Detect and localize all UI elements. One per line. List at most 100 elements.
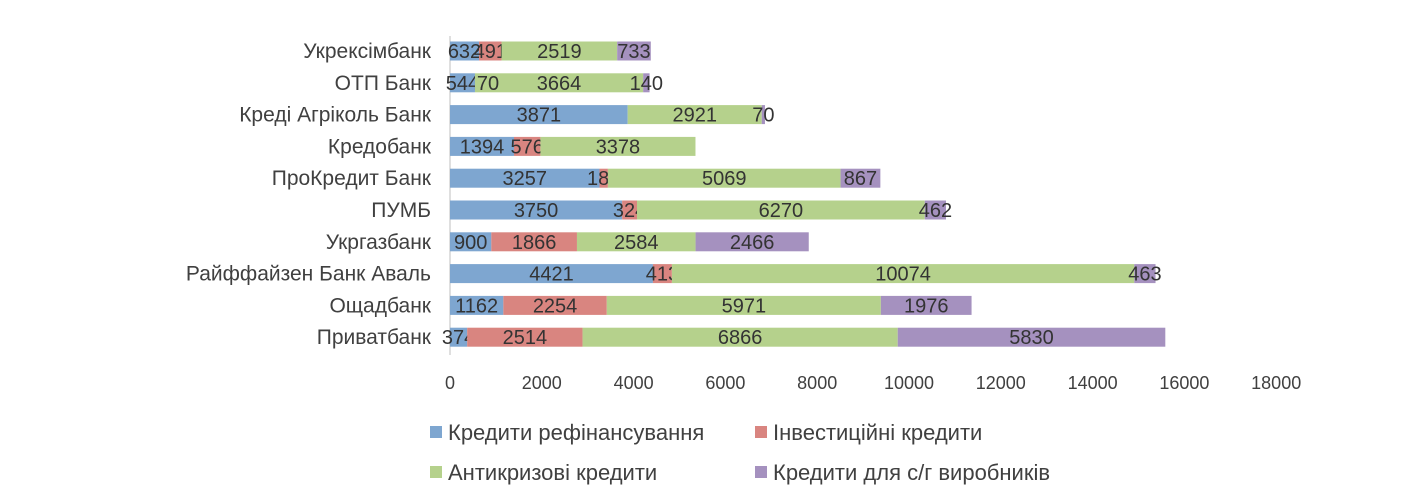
- bar-segment: [540, 136, 696, 156]
- category-label: Креді Агріколь Банк: [239, 104, 432, 127]
- data-label: 2584: [614, 232, 659, 254]
- category-label: ПУМБ: [371, 199, 431, 222]
- data-label: 10074: [875, 264, 931, 286]
- bar-segment: [1134, 264, 1156, 284]
- bar-segment: [450, 295, 504, 315]
- bar-segment: [671, 264, 1135, 284]
- legend-label: Кредити рефінансування: [448, 420, 704, 445]
- x-tick-label: 18000: [1251, 373, 1301, 393]
- data-label: 1976: [904, 295, 949, 317]
- data-label: 70: [752, 105, 774, 127]
- x-tick-label: 14000: [1068, 373, 1118, 393]
- bar-segment: [450, 168, 600, 188]
- bar-segment: [840, 168, 881, 188]
- legend-swatch: [755, 426, 767, 438]
- bar-segment: [627, 105, 762, 125]
- data-label: 544: [446, 73, 479, 95]
- bar-segment: [622, 200, 637, 220]
- data-label: 1394: [460, 136, 505, 158]
- data-label: 2466: [730, 232, 775, 254]
- bar-segment: [503, 295, 607, 315]
- x-tick-label: 2000: [522, 373, 562, 393]
- data-label: 2921: [672, 105, 717, 127]
- data-label: 3871: [517, 105, 562, 127]
- category-label: Кредобанк: [328, 135, 432, 158]
- bar-segment: [501, 41, 618, 61]
- bar-segment: [924, 200, 946, 220]
- legend-swatch: [430, 466, 442, 478]
- data-label: 140: [630, 73, 663, 95]
- legend-swatch: [430, 426, 442, 438]
- data-label: 2514: [503, 327, 548, 349]
- bar-segment: [513, 136, 541, 156]
- data-label: 413: [646, 264, 679, 286]
- x-tick-label: 12000: [976, 373, 1026, 393]
- bar-segment: [491, 232, 577, 252]
- bar-segment: [450, 327, 468, 347]
- x-tick-label: 4000: [614, 373, 654, 393]
- data-label: 2519: [537, 41, 582, 63]
- bar-segment: [576, 232, 696, 252]
- category-label: Райффайзен Банк Аваль: [186, 263, 431, 286]
- x-tick-label: 16000: [1159, 373, 1209, 393]
- category-label: Ощадбанк: [329, 294, 431, 317]
- data-label: 1162: [455, 295, 498, 317]
- data-label: 5069: [702, 168, 747, 190]
- data-label: 6866: [718, 327, 763, 349]
- legend-label: Кредити для с/г виробників: [773, 460, 1050, 485]
- data-label: 5971: [722, 295, 767, 317]
- data-label: 6270: [759, 200, 804, 222]
- bar-segment: [450, 264, 653, 284]
- data-label: 3257: [502, 168, 547, 190]
- bar-segment: [636, 200, 925, 220]
- bar-segment: [467, 327, 583, 347]
- bar-segment: [652, 264, 672, 284]
- category-label: Приватбанк: [317, 326, 432, 349]
- data-label: 491: [474, 41, 507, 63]
- data-label: 462: [919, 200, 952, 222]
- data-label: 70: [477, 73, 499, 95]
- legend-swatch: [755, 466, 767, 478]
- bar-segment: [582, 327, 898, 347]
- x-tick-label: 0: [445, 373, 455, 393]
- bar-segment: [617, 41, 651, 61]
- bar-segment: [479, 41, 502, 61]
- bar-segment: [450, 41, 480, 61]
- bar-segment: [695, 232, 809, 252]
- category-label: ПроКредит Банк: [272, 167, 432, 190]
- data-label: 2254: [533, 295, 578, 317]
- data-label: 374: [442, 327, 475, 349]
- data-label: 5830: [1009, 327, 1054, 349]
- bar-segment: [897, 327, 1166, 347]
- category-label: ОТП Банк: [335, 72, 432, 95]
- data-label: 3378: [596, 136, 641, 158]
- bar-segment: [450, 232, 492, 252]
- legend-label: Антикризові кредити: [448, 460, 657, 485]
- bar-segment: [761, 105, 765, 125]
- bar-segment: [450, 73, 475, 93]
- bar-segment: [474, 73, 644, 93]
- x-tick-label: 6000: [705, 373, 745, 393]
- legend-label: Інвестиційні кредити: [773, 420, 982, 445]
- bar-segment: [450, 200, 623, 220]
- bar-segment: [607, 168, 841, 188]
- bar-segment: [643, 73, 650, 93]
- bar-segment: [880, 295, 972, 315]
- bar-segment: [606, 295, 881, 315]
- data-label: 463: [1128, 264, 1161, 286]
- category-label: Укргазбанк: [326, 231, 432, 254]
- data-label: 867: [844, 168, 877, 190]
- data-label: 900: [454, 232, 487, 254]
- category-label: Укрексімбанк: [303, 40, 432, 63]
- x-tick-label: 10000: [884, 373, 934, 393]
- x-tick-label: 8000: [797, 373, 837, 393]
- data-label: 3750: [514, 200, 559, 222]
- data-label: 4421: [529, 264, 574, 286]
- bar-segment: [450, 136, 514, 156]
- data-label: 3664: [537, 73, 582, 95]
- data-label: 576: [511, 136, 544, 158]
- data-label: 632: [448, 41, 481, 63]
- data-label: 733: [617, 41, 650, 63]
